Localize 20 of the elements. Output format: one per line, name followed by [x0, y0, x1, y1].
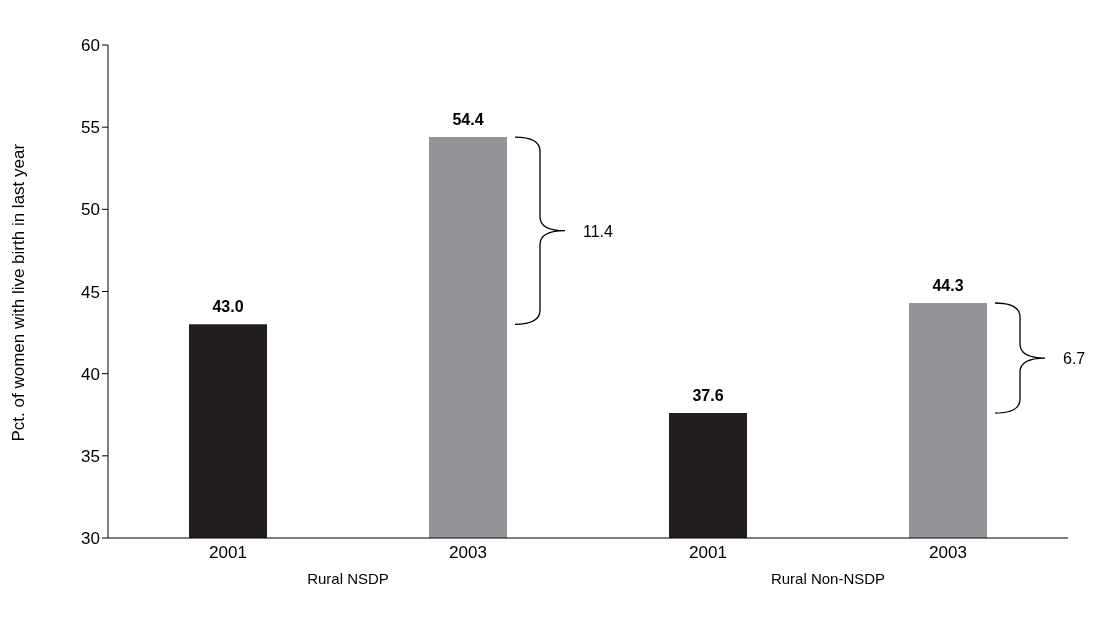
x-tick-label: 2003	[929, 543, 967, 563]
y-tick-label: 50	[81, 200, 100, 220]
y-tick-label: 55	[81, 118, 100, 138]
y-tick-label: 45	[81, 282, 100, 302]
data-label: 43.0	[212, 298, 244, 316]
annotation: 6.7	[1063, 350, 1086, 368]
x-tick-label: 2003	[449, 543, 487, 563]
text: Rural Non-NSDP	[770, 570, 886, 587]
y-tick-label: 40	[81, 364, 100, 384]
y-tick-label: 35	[81, 446, 100, 466]
data-label: 44.3	[932, 277, 964, 294]
y-tick-label: 30	[81, 529, 100, 549]
text: Rural NSDP	[307, 570, 389, 587]
y-tick-label: 60	[81, 36, 100, 56]
x-tick-label: 2001	[689, 543, 727, 563]
annotation: 11.4	[583, 222, 614, 240]
data-label: 37.6	[692, 387, 724, 405]
x-tick-label: 2001	[209, 543, 247, 563]
data-label: 54.4	[452, 111, 484, 129]
y-axis-title: Pct. of women with live birth in last year	[9, 143, 29, 442]
